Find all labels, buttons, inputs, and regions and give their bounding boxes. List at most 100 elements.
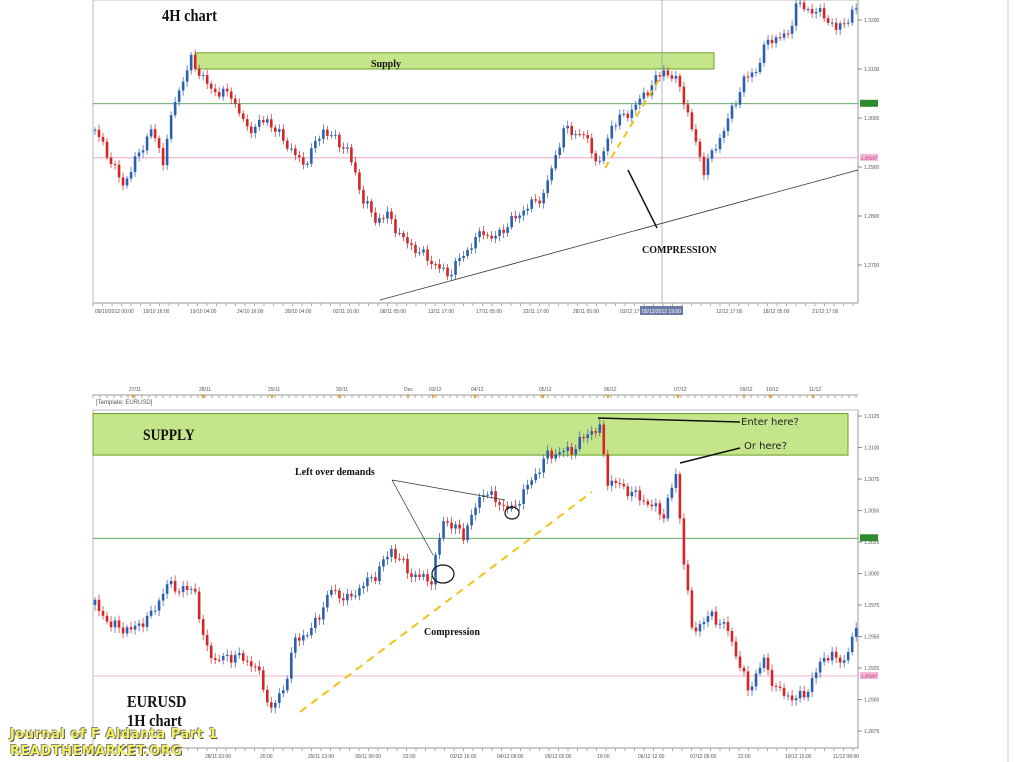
candle <box>594 153 598 162</box>
x-tick-label: 21/12 17:00 <box>812 309 839 315</box>
candle <box>285 678 289 691</box>
candle <box>117 620 121 628</box>
candle <box>330 135 333 137</box>
candle <box>277 693 281 703</box>
candle <box>622 113 626 115</box>
candle <box>478 231 481 238</box>
candle <box>786 33 790 35</box>
date-strip-label: 30/11 <box>336 387 348 393</box>
candle <box>822 658 826 662</box>
candle <box>245 660 249 662</box>
candle <box>702 156 706 176</box>
candle <box>582 134 586 136</box>
top-chart-title: 4H chart <box>162 6 217 25</box>
candle <box>97 129 101 137</box>
candle <box>638 98 642 105</box>
candle <box>794 698 798 701</box>
candle <box>366 577 369 587</box>
green-level-marker <box>860 534 878 542</box>
candle <box>318 138 321 141</box>
candle <box>93 599 97 606</box>
candle <box>233 98 237 104</box>
candle <box>201 75 205 77</box>
candle <box>265 119 269 123</box>
compression-pointer <box>627 169 658 229</box>
candle <box>298 155 301 158</box>
candle <box>642 92 646 99</box>
candle <box>285 140 289 149</box>
candle <box>714 611 718 625</box>
candle <box>221 88 225 97</box>
candle <box>290 652 293 679</box>
date-strip-label: 09/12 <box>740 387 753 393</box>
trendline <box>379 169 859 301</box>
plot-area <box>92 0 859 304</box>
candle <box>298 637 301 641</box>
candle <box>213 88 217 93</box>
candle <box>281 690 285 694</box>
candle <box>342 147 345 149</box>
candle <box>209 83 213 89</box>
date-strip-marker <box>676 395 680 399</box>
candle <box>350 147 353 163</box>
candle <box>378 218 381 223</box>
candle <box>310 628 313 636</box>
candle <box>302 157 305 165</box>
candle <box>654 75 658 86</box>
candle <box>273 127 277 132</box>
candle <box>474 507 477 515</box>
candle <box>117 164 121 178</box>
pink-level-marker <box>860 671 878 679</box>
candle <box>105 615 109 622</box>
candle <box>682 86 686 105</box>
candle <box>205 75 209 84</box>
candle <box>770 39 774 44</box>
date-strip-marker <box>473 395 477 399</box>
candle <box>786 695 790 697</box>
x-tick-label: 18/12 05:00 <box>763 309 790 315</box>
supply-zone <box>92 413 849 456</box>
candle <box>526 208 529 211</box>
candle <box>518 503 521 506</box>
x-tick-label: 17/11 05:00 <box>476 309 502 315</box>
candle <box>462 256 465 259</box>
candle <box>314 617 317 629</box>
candle <box>534 199 537 201</box>
top-compression-dashed-line <box>604 77 661 169</box>
candle <box>253 126 257 134</box>
candle <box>586 135 590 139</box>
crosshair-label: 05/12/2012 19:00 <box>642 309 681 315</box>
bottom-chart-title-2: 1H chart <box>127 711 182 730</box>
candle <box>742 76 746 93</box>
candle <box>322 607 325 620</box>
candle <box>326 129 329 136</box>
candle <box>810 9 814 14</box>
candle <box>229 91 233 99</box>
candle <box>257 119 261 127</box>
candle <box>758 667 762 674</box>
candle <box>249 661 253 667</box>
candle <box>686 104 690 113</box>
candle <box>570 446 574 455</box>
candle <box>558 452 562 455</box>
candle <box>470 248 473 250</box>
y-tick-label: 1.2900 <box>864 698 880 704</box>
candle <box>426 249 429 261</box>
candle <box>722 622 726 624</box>
candle <box>734 641 738 657</box>
candle <box>362 586 365 589</box>
candle <box>362 189 365 204</box>
candle <box>602 151 606 161</box>
candle <box>430 581 433 585</box>
candle <box>189 588 193 590</box>
candle <box>818 8 822 12</box>
candle <box>514 215 517 219</box>
candle <box>169 115 173 139</box>
candle <box>666 497 670 519</box>
candle <box>702 622 706 625</box>
candle <box>746 76 750 78</box>
candle <box>678 474 682 519</box>
candle <box>342 598 345 601</box>
candle <box>698 624 702 632</box>
candle <box>726 622 730 632</box>
